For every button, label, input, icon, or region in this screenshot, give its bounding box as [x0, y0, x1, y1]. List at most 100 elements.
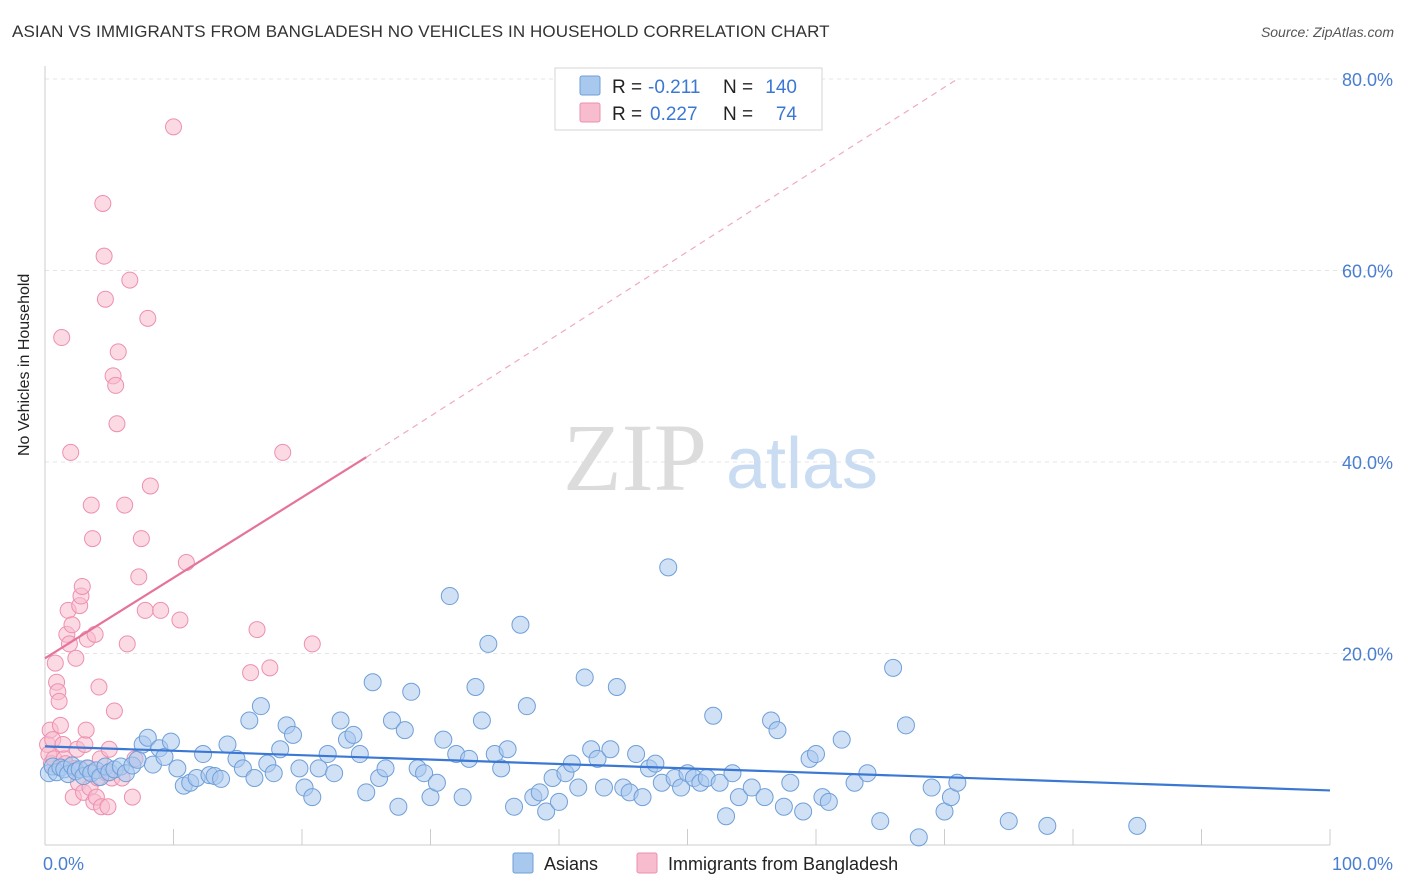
- asian-point: [472, 711, 491, 730]
- asian-point: [755, 788, 774, 807]
- asian-point: [742, 778, 761, 797]
- asian-point: [884, 658, 903, 677]
- asian-point: [659, 558, 678, 577]
- bangladesh-point: [90, 678, 108, 696]
- asian-point: [389, 797, 408, 816]
- asian-point: [395, 721, 414, 740]
- asian-point: [212, 769, 231, 788]
- legend-swatch-bangladesh: [579, 102, 601, 123]
- legend-r-value: -0.211: [648, 77, 700, 98]
- asian-point: [466, 678, 485, 697]
- bangladesh-point: [242, 664, 260, 682]
- asian-point: [492, 759, 511, 778]
- bangladesh-point: [139, 309, 157, 327]
- bangladesh-trend-line: [44, 456, 367, 660]
- bangladesh-point: [165, 118, 182, 136]
- bangladesh-point: [109, 343, 127, 361]
- bangladesh-point: [53, 329, 71, 347]
- bangladesh-points: [39, 118, 321, 816]
- asian-point: [251, 697, 270, 716]
- bangladesh-point: [77, 721, 95, 739]
- asian-point: [633, 788, 652, 807]
- bangladesh-point: [63, 616, 81, 634]
- bangladesh-point: [62, 443, 80, 461]
- asian-point: [569, 778, 588, 797]
- legend-r-label: R =: [612, 77, 642, 98]
- asian-point: [161, 732, 180, 751]
- axes: [44, 66, 1331, 846]
- bangladesh-point: [118, 635, 136, 653]
- asian-point: [233, 759, 252, 778]
- bangladesh-point: [96, 290, 114, 308]
- asian-points: [39, 558, 1147, 847]
- asian-point: [479, 634, 498, 653]
- asian-point: [505, 797, 524, 816]
- y-axis-label: No Vehicles in Household: [16, 273, 33, 456]
- asian-point: [168, 759, 187, 778]
- asian-point: [290, 759, 309, 778]
- bangladesh-point: [303, 635, 321, 653]
- bangladesh-point: [141, 477, 159, 495]
- asian-point: [710, 773, 729, 792]
- asian-point: [498, 740, 517, 759]
- watermark-atlas: atlas: [726, 424, 878, 504]
- trend-lines: [44, 78, 1331, 792]
- asian-point: [723, 764, 742, 783]
- bangladesh-point: [130, 568, 148, 586]
- bangladesh-point: [94, 194, 112, 212]
- asian-point: [303, 788, 322, 807]
- asian-point: [575, 668, 594, 687]
- asian-point: [858, 764, 877, 783]
- asian-point: [284, 725, 303, 744]
- y-tick-label: 80.0%: [1342, 70, 1393, 90]
- bangladesh-point: [86, 625, 104, 643]
- asian-point: [768, 721, 787, 740]
- asian-point: [427, 773, 446, 792]
- bangladesh-point: [108, 415, 126, 433]
- bangladesh-point: [171, 611, 189, 629]
- bangladesh-point: [152, 601, 170, 619]
- legend-r-label: R =: [612, 104, 642, 125]
- legend-n-value: 140: [765, 77, 797, 98]
- series-legend-bangladesh: Immigrants from Bangladesh: [668, 854, 898, 874]
- asian-point: [194, 745, 213, 764]
- tick-labels: 20.0% 40.0% 60.0% 80.0% 0.0% 100.0%: [43, 70, 1393, 874]
- correlation-legend: R = -0.211 N = 140 R = 0.227 N = 74: [554, 67, 823, 131]
- x-tick-label: 100.0%: [1332, 854, 1393, 874]
- bangladesh-point: [51, 716, 69, 734]
- bangladesh-point: [54, 735, 72, 753]
- legend-r-value: 0.227: [650, 104, 698, 125]
- series-legend: Asians Immigrants from Bangladesh: [512, 852, 898, 874]
- series-legend-swatch-bangladesh: [636, 852, 658, 874]
- asian-point: [704, 706, 723, 725]
- y-tick-label: 40.0%: [1342, 453, 1393, 473]
- bangladesh-trend-extension: [365, 78, 958, 458]
- bangladesh-point: [136, 601, 154, 619]
- asian-point: [517, 697, 536, 716]
- asian-point: [594, 778, 613, 797]
- bangladesh-point: [123, 788, 141, 806]
- asian-point: [896, 716, 915, 735]
- asian-point: [530, 783, 549, 802]
- asian-trend-line: [44, 745, 1331, 792]
- x-tick-label: 0.0%: [43, 854, 84, 874]
- asian-point: [999, 812, 1018, 831]
- watermark: ZIP atlas: [563, 404, 878, 511]
- bangladesh-point: [82, 496, 100, 514]
- asian-point: [774, 797, 793, 816]
- asian-point: [460, 749, 479, 768]
- bangladesh-point: [248, 621, 266, 639]
- series-legend-swatch-asians: [512, 852, 534, 874]
- y-tick-label: 60.0%: [1342, 262, 1393, 282]
- asian-point: [240, 711, 259, 730]
- bangladesh-point: [99, 798, 117, 816]
- y-tick-label: 20.0%: [1342, 645, 1393, 665]
- asian-point: [601, 740, 620, 759]
- asian-point: [350, 745, 369, 764]
- bangladesh-point: [274, 443, 292, 461]
- asian-point: [318, 745, 337, 764]
- bangladesh-point: [73, 577, 91, 595]
- asian-point: [781, 773, 800, 792]
- bangladesh-point: [105, 702, 123, 720]
